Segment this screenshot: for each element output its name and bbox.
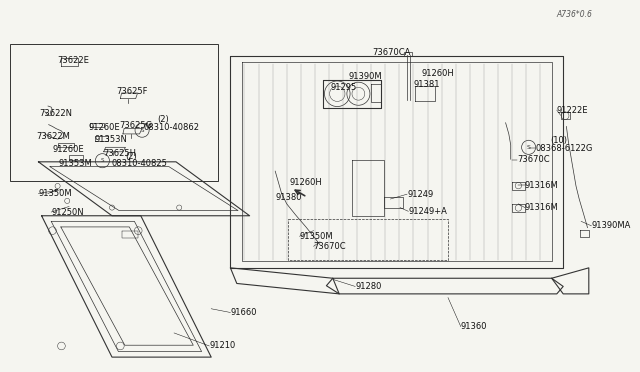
- Text: 91260H: 91260H: [289, 178, 322, 187]
- Text: 91353M: 91353M: [59, 159, 93, 168]
- Text: (2): (2): [125, 152, 137, 161]
- Text: 91390MA: 91390MA: [591, 221, 631, 230]
- Text: 91260E: 91260E: [52, 145, 84, 154]
- Text: (2): (2): [157, 115, 169, 124]
- Text: 08310-40862: 08310-40862: [143, 123, 200, 132]
- Text: 73670C: 73670C: [314, 242, 346, 251]
- Text: 73625G: 73625G: [119, 121, 152, 130]
- Text: 91260H: 91260H: [421, 69, 454, 78]
- Text: 73670CA: 73670CA: [372, 48, 411, 57]
- Text: 91295: 91295: [330, 83, 356, 92]
- Text: 91316M: 91316M: [525, 181, 559, 190]
- Text: 91660: 91660: [230, 308, 257, 317]
- Text: 91249+A: 91249+A: [408, 207, 447, 216]
- Text: 91350M: 91350M: [300, 232, 333, 241]
- Text: 73622M: 73622M: [36, 132, 70, 141]
- Text: 91353N: 91353N: [95, 135, 127, 144]
- Text: 73625F: 73625F: [116, 87, 148, 96]
- Text: 91250N: 91250N: [51, 208, 84, 217]
- Text: (10): (10): [550, 136, 568, 145]
- Text: S: S: [527, 145, 531, 150]
- Text: 08310-40825: 08310-40825: [111, 159, 167, 168]
- Text: 91350M: 91350M: [38, 189, 72, 198]
- Text: 91249: 91249: [407, 190, 433, 199]
- Text: 91360: 91360: [461, 322, 487, 331]
- Text: 91222E: 91222E: [557, 106, 588, 115]
- Text: 91316M: 91316M: [525, 203, 559, 212]
- Text: 91380: 91380: [275, 193, 301, 202]
- Text: S: S: [140, 128, 144, 133]
- Text: 73625H: 73625H: [104, 149, 137, 158]
- Text: 91280: 91280: [355, 282, 381, 291]
- Text: 73622E: 73622E: [58, 56, 90, 65]
- Text: 91210: 91210: [209, 341, 236, 350]
- Text: 73622N: 73622N: [40, 109, 73, 118]
- Text: 08368-6122G: 08368-6122G: [535, 144, 593, 153]
- Text: A736*0.6: A736*0.6: [557, 10, 593, 19]
- Text: S: S: [100, 158, 104, 163]
- Text: 91260E: 91260E: [88, 123, 120, 132]
- Text: 91381: 91381: [413, 80, 440, 89]
- Text: 91390M: 91390M: [348, 72, 382, 81]
- Text: 73670C: 73670C: [517, 155, 550, 164]
- Bar: [10, 44, 218, 181]
